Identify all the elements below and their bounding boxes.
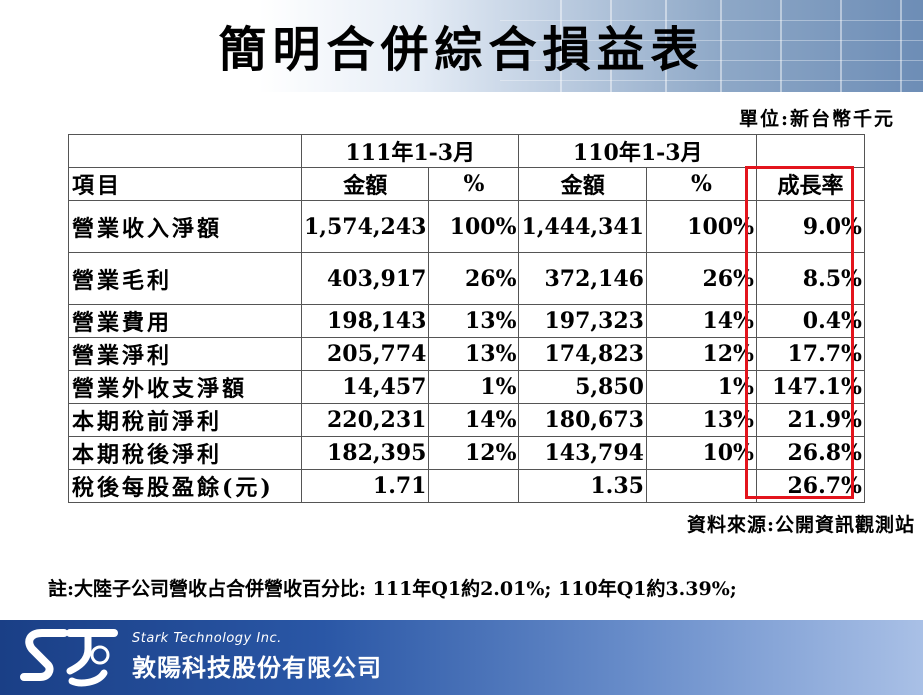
row-pct-110	[645, 469, 757, 503]
row-item: 本期稅後淨利	[68, 436, 302, 470]
unit-label: 單位:新台幣千元	[738, 108, 895, 130]
row-amount-111: 14,457	[300, 370, 430, 404]
row-amount-110: 143,794	[518, 436, 647, 470]
row-amount-110: 5,850	[518, 370, 647, 404]
row-pct-110: 13%	[645, 403, 757, 437]
row-growth: 21.9%	[755, 403, 865, 437]
row-growth: 17.7%	[755, 337, 865, 371]
col-header-item: 項目	[68, 167, 302, 201]
table-row: 營業收入淨額 1,574,243 100% 1,444,341 100% 9.0…	[68, 200, 865, 253]
header-blank	[68, 134, 302, 168]
row-amount-110: 197,323	[518, 304, 647, 338]
row-item: 本期稅前淨利	[68, 403, 302, 437]
row-pct-110: 100%	[645, 200, 757, 253]
table-row: 營業費用 198,143 13% 197,323 14% 0.4%	[68, 304, 865, 338]
footer-bar	[0, 620, 923, 695]
row-pct-111: 12%	[428, 436, 520, 470]
col-header-growth: 成長率	[755, 167, 865, 201]
row-amount-110: 372,146	[518, 252, 647, 305]
col-header-amount-110: 金額	[518, 167, 647, 201]
col-header-amount-111: 金額	[300, 167, 430, 201]
row-growth: 26.7%	[755, 469, 865, 503]
row-pct-111: 13%	[428, 337, 520, 371]
table-row: 營業外收支淨額 14,457 1% 5,850 1% 147.1%	[68, 370, 865, 404]
row-amount-111: 1.71	[300, 469, 430, 503]
row-pct-110: 10%	[645, 436, 757, 470]
income-statement-table: 111年1-3月 110年1-3月 項目 金額 % 金額 % 成長率 營業收入淨…	[68, 134, 865, 503]
row-amount-110: 180,673	[518, 403, 647, 437]
row-pct-111: 13%	[428, 304, 520, 338]
row-pct-111: 14%	[428, 403, 520, 437]
row-amount-111: 182,395	[300, 436, 430, 470]
row-item: 稅後每股盈餘(元)	[68, 469, 302, 503]
row-item: 營業毛利	[68, 252, 302, 305]
table-row: 本期稅前淨利 220,231 14% 180,673 13% 21.9%	[68, 403, 865, 437]
row-pct-110: 26%	[645, 252, 757, 305]
header-blank-growth	[755, 134, 865, 168]
table-row: 營業淨利 205,774 13% 174,823 12% 17.7%	[68, 337, 865, 371]
company-name-chinese: 敦陽科技股份有限公司	[132, 654, 382, 682]
period-header-110: 110年1-3月	[518, 134, 757, 168]
column-header-row: 項目 金額 % 金額 % 成長率	[68, 167, 865, 201]
row-pct-111: 26%	[428, 252, 520, 305]
row-item: 營業收入淨額	[68, 200, 302, 253]
row-item: 營業費用	[68, 304, 302, 338]
row-pct-111	[428, 469, 520, 503]
table-row: 營業毛利 403,917 26% 372,146 26% 8.5%	[68, 252, 865, 305]
row-pct-111: 100%	[428, 200, 520, 253]
row-amount-111: 220,231	[300, 403, 430, 437]
row-pct-110: 1%	[645, 370, 757, 404]
row-item: 營業淨利	[68, 337, 302, 371]
col-header-pct-110: %	[645, 167, 757, 201]
row-growth: 8.5%	[755, 252, 865, 305]
row-item: 營業外收支淨額	[68, 370, 302, 404]
row-amount-110: 174,823	[518, 337, 647, 371]
row-growth: 0.4%	[755, 304, 865, 338]
row-growth: 9.0%	[755, 200, 865, 253]
row-pct-110: 12%	[645, 337, 757, 371]
row-amount-111: 1,574,243	[300, 200, 430, 253]
page-title: 簡明合併綜合損益表	[218, 22, 705, 78]
row-growth: 147.1%	[755, 370, 865, 404]
row-amount-111: 205,774	[300, 337, 430, 371]
row-pct-111: 1%	[428, 370, 520, 404]
stark-logo-icon	[20, 629, 118, 687]
table-row: 本期稅後淨利 182,395 12% 143,794 10% 26.8%	[68, 436, 865, 470]
row-pct-110: 14%	[645, 304, 757, 338]
company-name-english: Stark Technology Inc.	[132, 631, 282, 646]
row-amount-111: 403,917	[300, 252, 430, 305]
row-growth: 26.8%	[755, 436, 865, 470]
table-row: 稅後每股盈餘(元) 1.71 1.35 26.7%	[68, 469, 865, 503]
header-background	[0, 0, 923, 92]
col-header-pct-111: %	[428, 167, 520, 201]
source-note: 資料來源:公開資訊觀測站	[686, 514, 915, 536]
footnote: 註:大陸子公司營收占合併營收百分比: 111年Q1約2.01%; 110年Q1約…	[48, 578, 737, 600]
period-header-111: 111年1-3月	[300, 134, 520, 168]
row-amount-110: 1,444,341	[518, 200, 647, 253]
period-header-row: 111年1-3月 110年1-3月	[68, 134, 865, 168]
row-amount-111: 198,143	[300, 304, 430, 338]
row-amount-110: 1.35	[518, 469, 647, 503]
